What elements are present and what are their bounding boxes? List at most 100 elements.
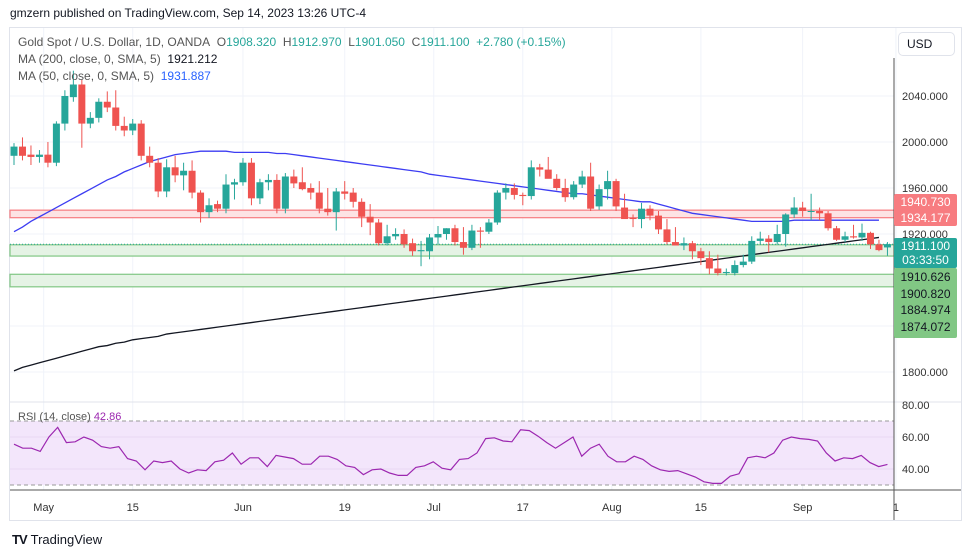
candle	[595, 184, 603, 210]
candle	[858, 223, 866, 241]
candle-body	[35, 154, 43, 157]
candle-body	[69, 84, 77, 98]
candle-body	[476, 230, 484, 232]
candle	[392, 228, 400, 240]
candle	[69, 70, 77, 102]
candle	[604, 170, 612, 200]
rsi-label: RSI (14, close)	[18, 411, 91, 423]
time-tick-label: Jun	[234, 502, 252, 514]
candle-body	[782, 214, 790, 234]
candle	[434, 225, 442, 245]
candle	[646, 205, 654, 221]
candle	[409, 238, 417, 256]
candle-body	[824, 213, 832, 229]
support-tag-1: 1910.626	[900, 270, 951, 284]
candle-body	[120, 125, 128, 131]
candle	[697, 247, 705, 266]
candle	[714, 254, 722, 276]
candle	[493, 190, 501, 225]
support-tag-4: 1874.072	[900, 319, 951, 334]
candle	[86, 112, 94, 129]
last-price: 1911.100	[900, 239, 951, 253]
candle-body	[383, 236, 391, 244]
bar-countdown: 03:33:50	[902, 253, 949, 267]
candle-body	[654, 215, 662, 230]
ma200-row[interactable]: MA (200, close, 0, SMA, 5) 1921.212	[18, 51, 566, 68]
rsi-tick-label: 40.00	[902, 464, 930, 476]
ma200-label: MA (200, close, 0, SMA, 5)	[18, 52, 161, 66]
candle-body	[705, 258, 713, 269]
candle-body	[502, 188, 510, 193]
candle-body	[366, 216, 374, 223]
candle	[519, 192, 527, 206]
candle	[570, 181, 578, 200]
candle-body	[324, 208, 332, 213]
candle-body	[298, 182, 306, 190]
rsi-tick-label: 60.00	[902, 432, 930, 444]
candle	[256, 178, 264, 205]
candle	[315, 181, 323, 214]
candle	[129, 119, 137, 136]
time-tick-label: Aug	[602, 502, 622, 514]
candle	[654, 211, 662, 234]
zone-support-2	[9, 273, 895, 288]
currency-button[interactable]: USD	[898, 32, 955, 56]
support-tags: 1910.626 1900.820 1884.974 1874.072	[894, 268, 957, 338]
candle	[298, 167, 306, 191]
open-label: O	[216, 35, 227, 49]
high-label: H	[282, 35, 292, 49]
candle	[629, 214, 637, 228]
candle-body	[722, 271, 730, 274]
symbol-title: Gold Spot / U.S. Dollar, 1D, OANDA	[18, 35, 211, 49]
candle	[739, 254, 747, 268]
candle	[850, 224, 858, 239]
candle-body	[688, 243, 696, 252]
candle-body	[646, 208, 654, 216]
candle	[510, 183, 518, 200]
candle-body	[663, 229, 671, 243]
low-label: L	[348, 35, 355, 49]
tradingview-logo[interactable]: TV	[12, 532, 28, 547]
resistance-tags: 1940.730 1934.177	[894, 194, 957, 226]
candle-body	[638, 208, 646, 220]
time-tick-label: Sep	[793, 502, 813, 514]
candle-body	[790, 207, 798, 215]
candle-body	[197, 192, 205, 213]
candle	[341, 181, 349, 200]
candle	[10, 143, 18, 165]
candle-body	[527, 167, 535, 197]
candle	[290, 169, 298, 188]
candle-body	[78, 84, 86, 124]
candle-body	[27, 154, 35, 157]
candle-body	[358, 201, 366, 217]
time-tick-label: 1	[893, 502, 899, 514]
candle-body	[442, 228, 450, 234]
candle	[748, 236, 756, 264]
candle	[527, 160, 535, 200]
candle	[799, 201, 807, 217]
candle	[18, 137, 26, 161]
candle	[765, 235, 773, 253]
candle-body	[519, 194, 527, 197]
candle	[578, 170, 586, 188]
candle-body	[451, 228, 459, 243]
candle	[230, 178, 238, 200]
time-tick-label: 15	[127, 502, 139, 514]
rsi-legend[interactable]: RSI (14, close) 42.86	[18, 411, 121, 423]
rsi-tick-label: 80.00	[902, 400, 930, 412]
ma50-row[interactable]: MA (50, close, 0, SMA, 5) 1931.887	[18, 68, 566, 85]
candle	[790, 197, 798, 218]
zone-resistance	[9, 209, 895, 219]
candle-body	[273, 179, 281, 209]
candle-body	[510, 188, 518, 195]
candle	[544, 156, 552, 179]
candle-body	[146, 155, 154, 163]
change-value: +2.780 (+0.15%)	[476, 35, 566, 49]
brand-name: TradingView	[30, 532, 103, 547]
candle	[671, 227, 679, 246]
candle-body	[621, 207, 629, 220]
candle-body	[570, 184, 578, 198]
resistance-bottom-tag: 1934.177	[900, 211, 951, 225]
candle	[773, 224, 781, 245]
